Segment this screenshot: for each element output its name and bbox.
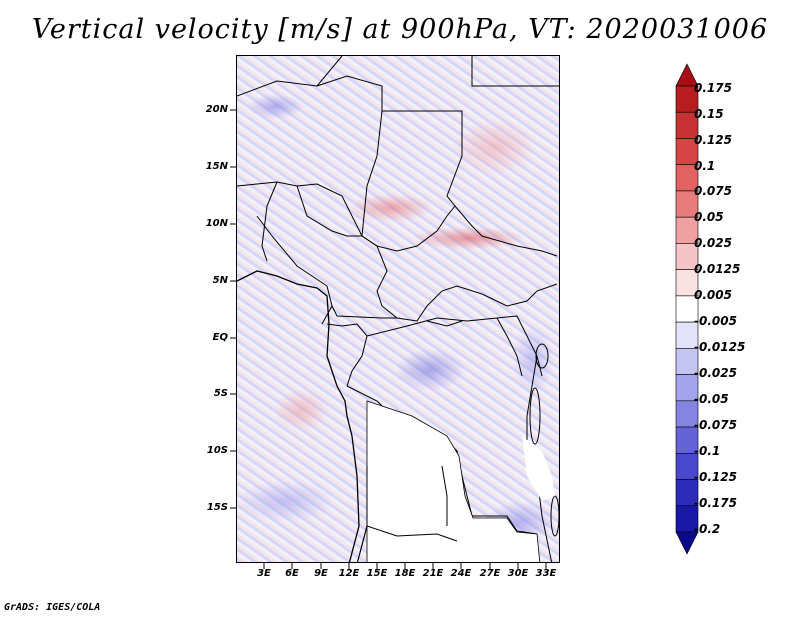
lat-label: 5S <box>213 388 228 399</box>
colorbar-label: -0.075 <box>694 418 737 432</box>
border-line <box>471 56 559 87</box>
colorbar-bottom-arrow <box>675 531 699 555</box>
lon-label: 27E <box>479 568 501 579</box>
colorbar-label: -0.1 <box>694 444 721 458</box>
lat-label: EQ <box>212 332 228 343</box>
lon-label: 6E <box>285 568 299 579</box>
colorbar-label: 0.1 <box>694 159 716 173</box>
colorbar-label: 0.005 <box>694 288 732 302</box>
lat-label: 15N <box>205 161 228 172</box>
colorbar-label: 0.025 <box>694 236 732 250</box>
colorbar-label: 0.15 <box>694 107 724 121</box>
colorbar-label: 0.0125 <box>694 262 741 276</box>
border-line <box>331 305 397 319</box>
border-line <box>296 185 362 237</box>
country-borders <box>237 56 559 562</box>
colorbar-label: -0.025 <box>694 366 737 380</box>
grads-credit: GrADS: IGES/COLA <box>4 602 101 613</box>
border-line <box>526 355 538 446</box>
border-line <box>256 215 333 325</box>
colorbar-label: -0.125 <box>694 470 737 484</box>
colorbar-label: -0.005 <box>694 314 737 328</box>
lat-label: 10S <box>206 445 228 456</box>
lon-label: 15E <box>366 568 388 579</box>
lake-outline <box>529 387 541 445</box>
border-line <box>496 317 523 377</box>
masked-region <box>522 436 555 501</box>
colorbar-label: -0.0125 <box>694 340 746 354</box>
colorbar-label: -0.05 <box>694 392 729 406</box>
border-line <box>361 205 558 257</box>
colorbar-label: -0.175 <box>694 496 737 510</box>
lon-label: 3E <box>257 568 271 579</box>
colorbar-label: 0.05 <box>694 210 724 224</box>
border-line <box>237 56 343 97</box>
map-title: Vertical velocity [m/s] at 900hPa, VT: 2… <box>31 14 769 45</box>
map-panel <box>236 55 560 563</box>
lon-label: 12E <box>338 568 360 579</box>
lat-label: 20N <box>205 104 228 115</box>
lon-label: 9E <box>314 568 328 579</box>
lake-outline <box>535 343 549 369</box>
coastline <box>237 270 360 562</box>
colorbar-label: 0.125 <box>694 133 732 147</box>
colorbar-label: -0.2 <box>694 522 721 536</box>
border-line <box>376 245 558 322</box>
lat-label: 15S <box>206 502 228 513</box>
lon-label: 21E <box>422 568 444 579</box>
border-line <box>366 525 458 542</box>
lon-label: 30E <box>507 568 529 579</box>
lat-label: 5N <box>212 275 228 286</box>
lon-label: 33E <box>535 568 557 579</box>
lon-label: 18E <box>394 568 416 579</box>
colorbar-label: 0.175 <box>694 81 732 95</box>
colorbar-label: 0.075 <box>694 184 732 198</box>
border-line <box>316 75 463 207</box>
border-line <box>441 465 448 526</box>
river-outline <box>426 320 463 327</box>
colorbar <box>675 63 699 555</box>
lat-label: 10N <box>205 218 228 229</box>
masked-region <box>366 400 541 562</box>
lon-label: 24E <box>450 568 472 579</box>
